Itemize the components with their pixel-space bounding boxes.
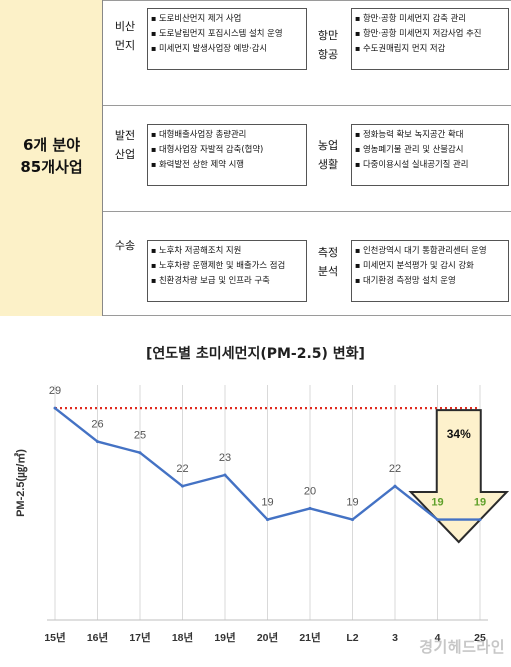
list-item: 노후차 저공해조치 지원 — [151, 243, 303, 258]
down-arrow-icon: 34% — [408, 409, 510, 544]
summary-line-2: 85개사업 — [20, 158, 83, 176]
list-item: 대형배출사업장 총량관리 — [151, 127, 303, 142]
x-tick-label: 3 — [392, 632, 398, 644]
list-item: 대기환경 측정망 설치 운영 — [355, 273, 505, 288]
table-divider — [103, 105, 511, 106]
item-box: 대형배출사업장 총량관리 대형사업장 자발적 감축(협약) 화력발전 상한 제약… — [147, 124, 307, 186]
category-label-measure: 측정 분석 — [317, 246, 339, 278]
list-item: 영농폐기물 관리 및 산불감시 — [355, 142, 505, 157]
x-tick-label: 17년 — [129, 631, 150, 644]
category-label-port: 항만 항공 — [317, 29, 339, 61]
item-box: 도로비산먼지 제거 사업 도로날림먼지 포집시스템 설치 운영 미세먼지 발생사… — [147, 8, 307, 70]
list-item: 화력발전 상한 제약 시행 — [151, 157, 303, 172]
x-tick-label: 21년 — [299, 631, 320, 644]
list-item: 도로비산먼지 제거 사업 — [151, 11, 303, 26]
data-point — [223, 473, 227, 477]
list-item: 항만·공항 미세먼지 저감사업 추진 — [355, 26, 505, 41]
data-label: 22 — [389, 463, 401, 475]
category-label-agri: 농업 생활 — [317, 139, 339, 171]
list-item: 노후차량 운행제한 및 배출가스 점검 — [151, 258, 303, 273]
table-divider — [103, 315, 511, 316]
list-item: 다중이용시설 실내공기질 관리 — [355, 157, 505, 172]
data-point — [308, 506, 312, 510]
list-item: 미세먼지 발생사업장 예방·감시 — [151, 41, 303, 56]
data-labels: 29 26 25 22 23 19 20 19 22 19 19 — [49, 385, 486, 508]
data-point — [138, 451, 142, 455]
x-tick-label: 15년 — [44, 631, 65, 644]
list-item: 항만·공항 미세먼지 감축 관리 — [355, 11, 505, 26]
data-point — [181, 484, 184, 488]
series-line — [53, 406, 482, 522]
x-tick-label: 20년 — [257, 631, 278, 644]
data-label: 19 — [474, 497, 486, 509]
x-tick-label: 19년 — [214, 631, 235, 644]
summary-cell — [0, 0, 103, 316]
data-point — [266, 518, 269, 522]
x-tick-label: 18년 — [172, 631, 193, 644]
list-item: 친환경차량 보급 및 인프라 구축 — [151, 273, 303, 288]
data-label: 25 — [134, 430, 146, 442]
list-item: 도로날림먼지 포집시스템 설치 운영 — [151, 26, 303, 41]
data-label: 19 — [346, 497, 358, 509]
item-box: 정화능력 확보 녹지공간 확대 영농폐기물 관리 및 산불감시 다중이용시설 실… — [351, 124, 509, 186]
list-item: 미세먼지 분석평가 및 감시 강화 — [355, 258, 505, 273]
line-chart: PM-2.5(㎍/㎥) 34% 29 26 25 22 23 19 20 19 22 19 19 1… — [13, 385, 510, 644]
x-axis-ticks: 15년 16년 17년 18년 19년 20년 21년 L2 3 4 25 — [44, 631, 486, 644]
x-tick-label: 16년 — [87, 631, 108, 644]
data-label: 26 — [91, 419, 103, 431]
chart-title: [연도별 초미세먼지(PM-2.5) 변화] — [146, 346, 365, 362]
data-label: 29 — [49, 385, 61, 397]
list-item: 대형사업장 자발적 감축(협약) — [151, 142, 303, 157]
data-label: 20 — [304, 485, 316, 497]
data-label: 19 — [431, 497, 443, 509]
x-tick-label: 4 — [435, 632, 441, 644]
summary-line-1: 6개 분야 — [22, 136, 81, 154]
down-arrow-icon — [408, 409, 510, 544]
y-axis-label: PM-2.5(㎍/㎥) — [13, 449, 28, 517]
annotation-label: 34% — [447, 427, 471, 441]
data-label: 23 — [219, 452, 231, 464]
table-divider — [103, 0, 511, 1]
data-point — [96, 440, 99, 444]
list-item: 수도권매립지 먼지 저감 — [355, 41, 505, 56]
category-label-transport: 수송 — [114, 239, 136, 252]
item-box: 항만·공항 미세먼지 감축 관리 항만·공항 미세먼지 저감사업 추진 수도권매… — [351, 8, 509, 70]
data-label: 19 — [261, 497, 273, 509]
data-label: 22 — [176, 463, 188, 475]
data-point — [393, 484, 397, 488]
summary-title: 6개 분야 85개사업 — [0, 134, 103, 178]
data-point — [478, 518, 482, 522]
item-box: 노후차 저공해조치 지원 노후차량 운행제한 및 배출가스 점검 친환경차량 보… — [147, 240, 307, 302]
data-point — [351, 518, 354, 522]
data-point — [436, 518, 439, 522]
watermark: 경기헤드라인 — [419, 638, 505, 656]
category-label-power: 발전 산업 — [114, 129, 136, 161]
item-box: 인천광역시 대기 통합관리센터 운영 미세먼지 분석평가 및 감시 강화 대기환… — [351, 240, 509, 302]
data-point — [53, 406, 57, 410]
list-item: 정화능력 확보 녹지공간 확대 — [355, 127, 505, 142]
x-tick-label: L2 — [346, 632, 358, 644]
category-label-dust: 비산 먼지 — [114, 20, 136, 52]
table-divider — [103, 211, 511, 212]
list-item: 인천광역시 대기 통합관리센터 운영 — [355, 243, 505, 258]
x-tick-label: 25 — [474, 632, 486, 644]
